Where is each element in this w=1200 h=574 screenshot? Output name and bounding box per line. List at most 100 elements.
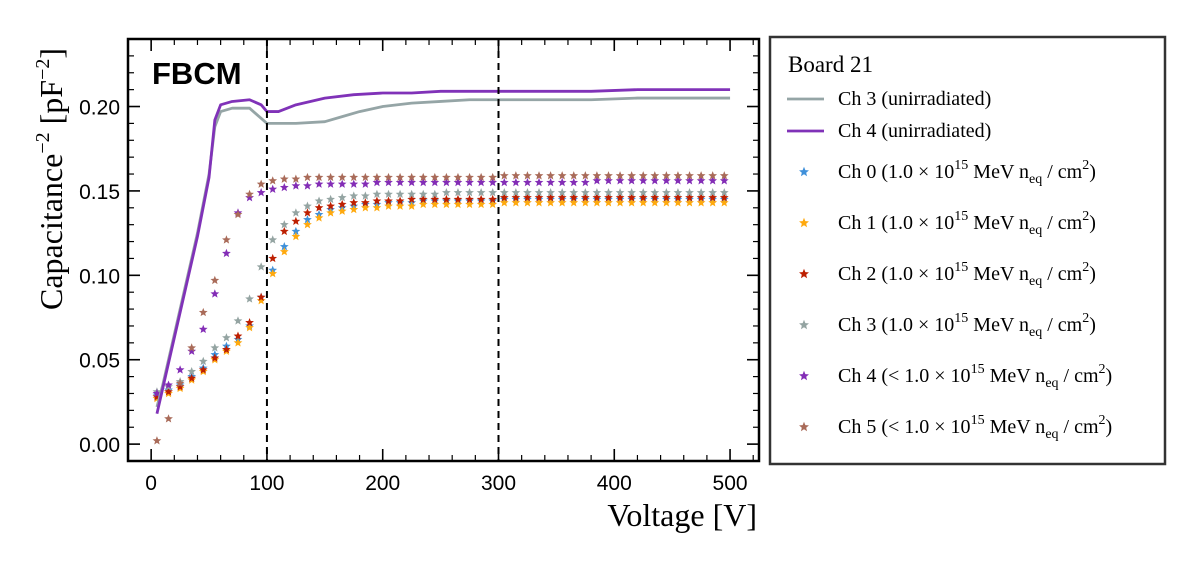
series-ch3 — [152, 188, 729, 396]
data-point-ch4 — [442, 177, 451, 187]
data-point-ch3 — [326, 194, 335, 204]
data-point-ch3 — [523, 188, 532, 197]
legend-entry-line_ch4: Ch 4 (unirradiated) — [838, 120, 992, 142]
data-point-ch4 — [245, 193, 254, 202]
data-point-ch5 — [372, 172, 382, 182]
legend-frame — [768, 35, 1167, 466]
data-point-ch1 — [673, 198, 683, 207]
data-point-ch3 — [673, 188, 683, 197]
data-point-ch5 — [708, 171, 718, 180]
data-point-ch5 — [418, 172, 428, 182]
data-point-ch4 — [638, 176, 648, 185]
data-point-ch1 — [499, 198, 509, 207]
data-point-ch5 — [407, 172, 417, 182]
data-point-ch5 — [442, 172, 451, 182]
data-point-ch2 — [291, 216, 301, 226]
data-point-ch2 — [303, 208, 312, 217]
data-point-ch5 — [615, 171, 625, 180]
series-ch5 — [152, 171, 729, 445]
data-point-ch5 — [592, 171, 602, 180]
legend-label-ch2: Ch 2 (1.0 × 1015 MeV neq / cm2) — [838, 260, 1096, 289]
data-point-ch2 — [187, 373, 197, 383]
plot-area — [152, 39, 731, 461]
y-axis-title-unit-close: ] — [33, 48, 69, 59]
data-point-ch4 — [557, 177, 567, 187]
data-point-ch2 — [222, 344, 231, 354]
legend-entry-ch4: Ch 4 (< 1.0 × 1015 MeV neq / cm2) — [838, 362, 1113, 391]
data-point-ch4 — [662, 176, 671, 185]
data-point-ch3 — [488, 188, 498, 197]
data-point-ch4 — [372, 177, 382, 187]
data-point-ch2 — [349, 198, 359, 207]
data-point-ch1 — [291, 231, 301, 241]
data-point-ch4 — [476, 177, 486, 187]
data-point-ch5 — [673, 171, 683, 180]
data-point-ch5 — [233, 209, 243, 219]
data-point-ch3 — [592, 188, 602, 197]
data-point-ch5 — [314, 172, 324, 182]
legend-label-ch4: Ch 4 (< 1.0 × 1015 MeV neq / cm2) — [838, 362, 1113, 391]
legend-label-line_ch4: Ch 4 (unirradiated) — [838, 120, 992, 142]
data-point-ch1 — [465, 199, 474, 209]
data-point-ch3 — [627, 188, 637, 197]
legend-marker-ch2 — [799, 268, 809, 279]
data-point-ch3 — [268, 235, 278, 244]
data-point-ch3 — [685, 188, 694, 197]
data-point-ch2 — [546, 193, 555, 202]
data-point-ch3 — [615, 188, 625, 197]
data-point-ch4 — [175, 365, 185, 374]
data-point-ch5 — [650, 171, 660, 180]
legend-entry-ch0: Ch 0 (1.0 × 1015 MeV neq / cm2) — [838, 158, 1096, 187]
data-point-ch3 — [708, 188, 718, 197]
data-point-ch4 — [268, 184, 278, 193]
data-point-ch3 — [384, 189, 393, 199]
data-point-ch4 — [685, 176, 694, 185]
series-ch1 — [152, 198, 729, 403]
legend-marker-ch5 — [799, 421, 809, 432]
data-point-ch2 — [395, 196, 405, 205]
data-point-ch2 — [256, 292, 266, 301]
data-point-ch1 — [279, 247, 289, 256]
data-point-ch3 — [476, 188, 486, 197]
legend-label-ch0: Ch 0 (1.0 × 1015 MeV neq / cm2) — [838, 158, 1096, 187]
data-point-ch5 — [476, 172, 486, 182]
data-point-ch4 — [256, 188, 266, 197]
x-tick-label: 500 — [713, 472, 748, 495]
legend-label-line_ch3: Ch 3 (unirradiated) — [838, 88, 992, 110]
data-point-ch3 — [569, 188, 579, 197]
data-point-ch5 — [245, 189, 254, 199]
data-point-ch1 — [314, 213, 324, 222]
data-point-ch3 — [279, 220, 289, 229]
data-point-ch4 — [360, 179, 370, 188]
data-point-ch4 — [395, 177, 405, 187]
data-point-ch1 — [245, 323, 254, 332]
data-point-ch4 — [488, 177, 498, 187]
data-point-ch2 — [268, 253, 278, 263]
data-point-ch3 — [233, 316, 243, 325]
data-point-ch1 — [685, 198, 694, 207]
data-point-ch2 — [360, 198, 370, 207]
data-point-ch4 — [453, 177, 463, 187]
data-point-ch4 — [696, 176, 706, 185]
data-point-ch1 — [384, 201, 393, 210]
y-tick-label: 0.10 — [79, 265, 120, 288]
data-point-ch1 — [268, 269, 278, 278]
data-point-ch4 — [349, 179, 359, 188]
x-tick-label: 100 — [249, 472, 284, 495]
data-point-ch5 — [349, 172, 359, 182]
series-ch4 — [152, 176, 729, 398]
data-point-ch3 — [337, 193, 347, 202]
data-point-ch1 — [615, 198, 625, 207]
data-point-ch1 — [407, 201, 417, 210]
data-point-ch1 — [395, 201, 405, 210]
data-point-ch1 — [708, 198, 718, 207]
data-point-ch4 — [534, 177, 544, 187]
legend-entry-ch1: Ch 1 (1.0 × 1015 MeV neq / cm2) — [838, 210, 1096, 238]
data-point-ch2 — [476, 194, 486, 204]
data-point-ch4 — [673, 176, 683, 185]
data-point-ch5 — [222, 235, 231, 244]
legend-marker-ch3 — [799, 319, 809, 330]
data-point-ch2 — [719, 193, 729, 202]
data-point-ch1 — [256, 296, 266, 305]
